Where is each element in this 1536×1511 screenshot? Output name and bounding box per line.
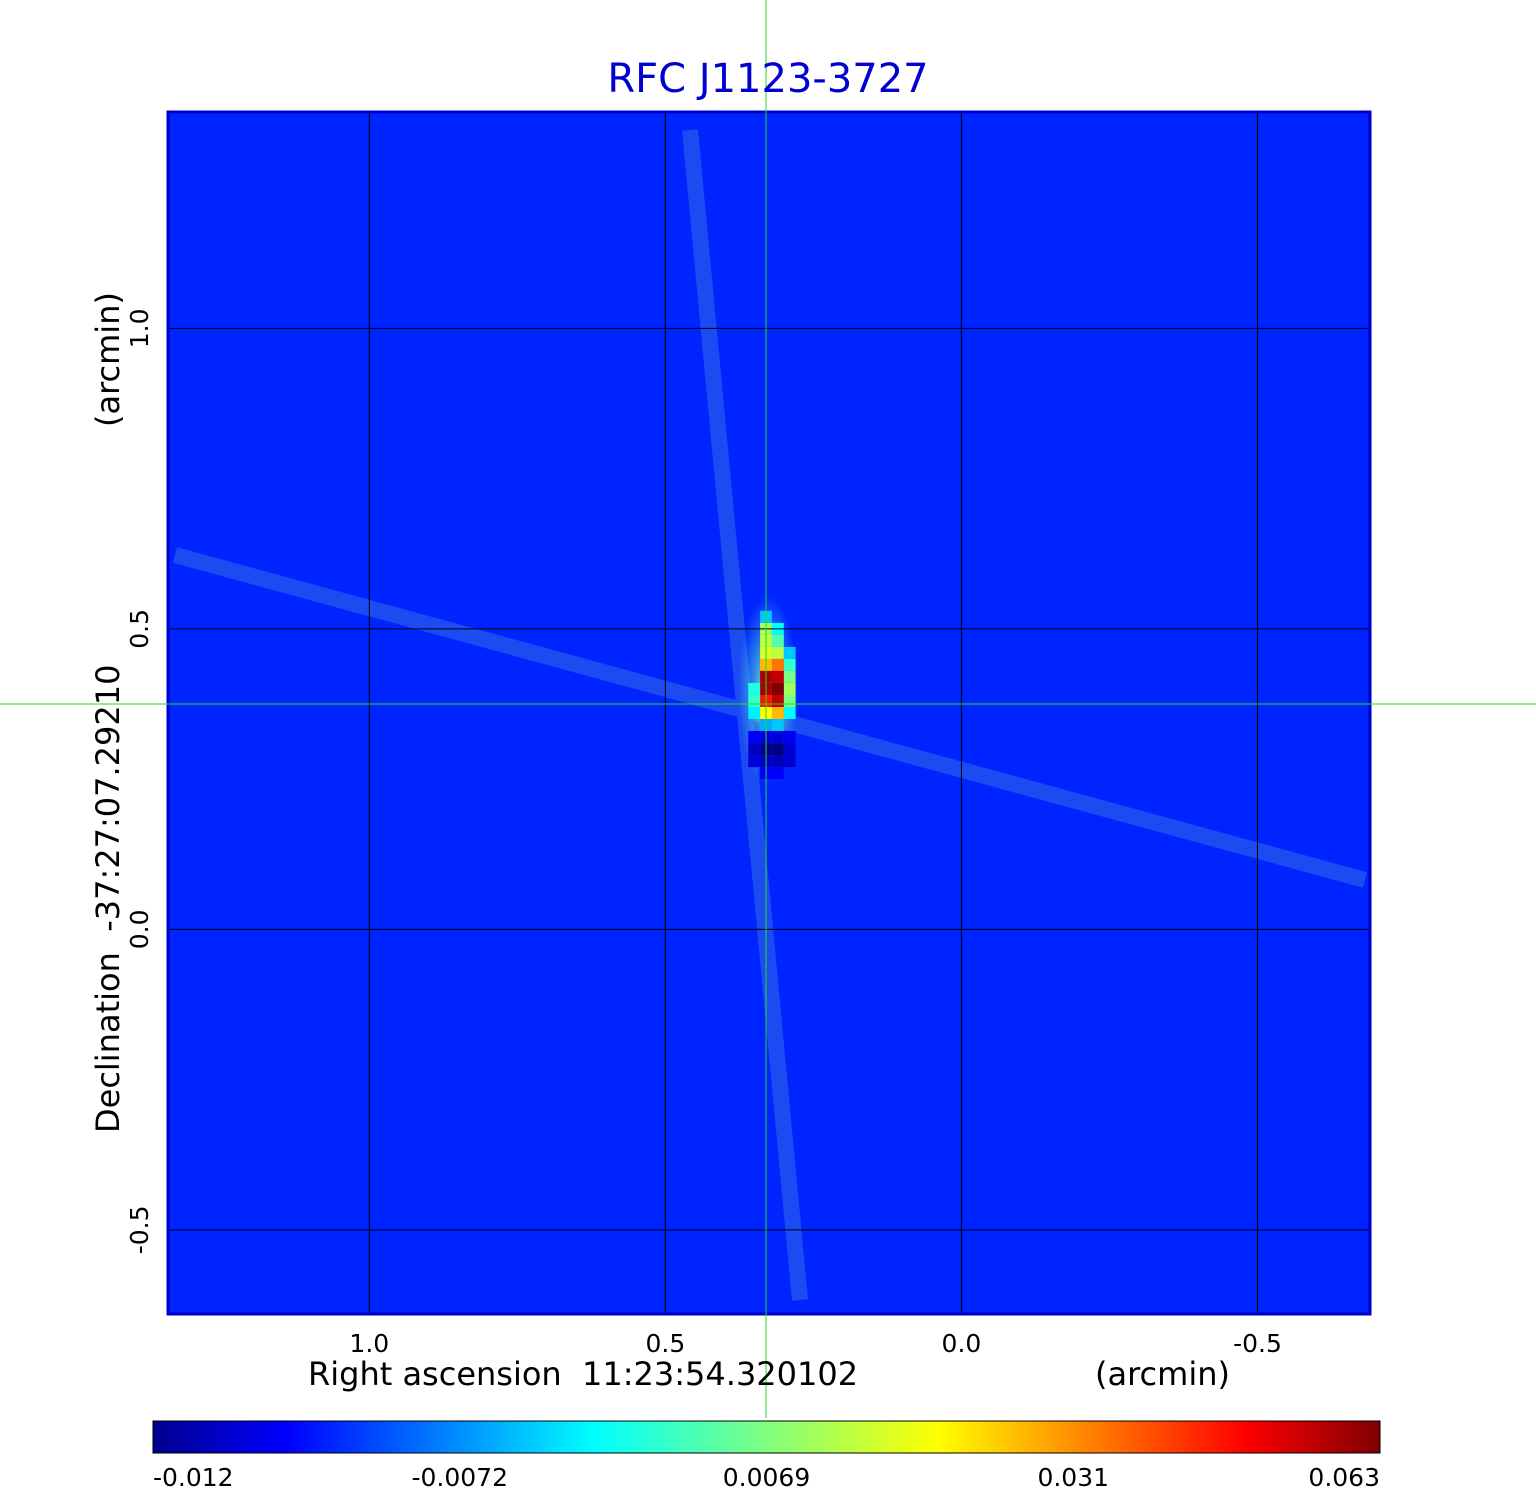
source-pixel — [783, 743, 796, 756]
source-pixel — [772, 634, 784, 647]
plot-frame — [166, 110, 1372, 1316]
source-pixel — [783, 670, 796, 683]
source-pixel — [748, 731, 761, 743]
source-pixel — [772, 719, 784, 731]
source-pixel — [772, 670, 784, 683]
colorbar — [152, 1420, 1381, 1454]
x-axis-unit: (arcmin) — [1095, 1355, 1230, 1393]
source-pixel — [772, 755, 784, 768]
x-tick-labels: 1.0 0.5 0.0 -0.5 — [349, 1329, 1281, 1358]
source-pixel — [772, 731, 784, 743]
colorbar-tick-label: 0.031 — [1037, 1463, 1109, 1492]
source-pixel — [748, 683, 761, 695]
source-pixel — [783, 755, 796, 768]
source-pixel — [772, 683, 784, 695]
source-pixel — [783, 646, 796, 659]
source-pixel — [748, 755, 761, 768]
source-pixel — [783, 731, 796, 743]
y-tick-label: 0.5 — [125, 609, 154, 649]
y-tick-labels: 1.0 0.5 0.0 -0.5 — [125, 309, 154, 1255]
source-pixel — [783, 695, 796, 707]
source-pixel — [748, 707, 761, 719]
crosshair — [0, 0, 1536, 1418]
source-pixel — [772, 767, 784, 780]
x-tick-label: 0.0 — [942, 1329, 982, 1358]
source-pixel — [772, 646, 784, 659]
colorbar-tick-label: 0.0069 — [723, 1463, 810, 1492]
y-axis-unit: (arcmin) — [89, 292, 127, 427]
y-axis-label: Declination -37:27:07.29210 — [89, 665, 127, 1133]
source-pixel — [772, 743, 784, 756]
source-pixel — [783, 683, 796, 695]
y-tick-label: 0.0 — [125, 910, 154, 950]
chart-title: RFC J1123-3727 — [607, 56, 928, 102]
source-pixel — [783, 658, 796, 671]
colorbar-tick-labels: -0.012 -0.0072 0.0069 0.031 0.063 — [153, 1463, 1380, 1492]
source-pixel — [748, 695, 761, 707]
colorbar-tick-label: -0.012 — [153, 1463, 234, 1492]
x-tick-label: -0.5 — [1233, 1329, 1282, 1358]
coordinate-grid — [168, 112, 1370, 1314]
x-tick-label: 1.0 — [349, 1329, 389, 1358]
source-pixel — [772, 658, 784, 671]
colorbar-tick-label: 0.063 — [1308, 1463, 1380, 1492]
y-tick-label: -0.5 — [125, 1206, 154, 1255]
x-tick-label: 0.5 — [645, 1329, 685, 1358]
source-pixel — [772, 695, 784, 707]
source-pixel — [783, 707, 796, 719]
source-pixel — [748, 743, 761, 756]
colorbar-tick-label: -0.0072 — [412, 1463, 509, 1492]
source-pixel — [772, 707, 784, 719]
y-tick-label: 1.0 — [125, 309, 154, 349]
x-axis-label: Right ascension 11:23:54.320102 — [308, 1355, 858, 1393]
